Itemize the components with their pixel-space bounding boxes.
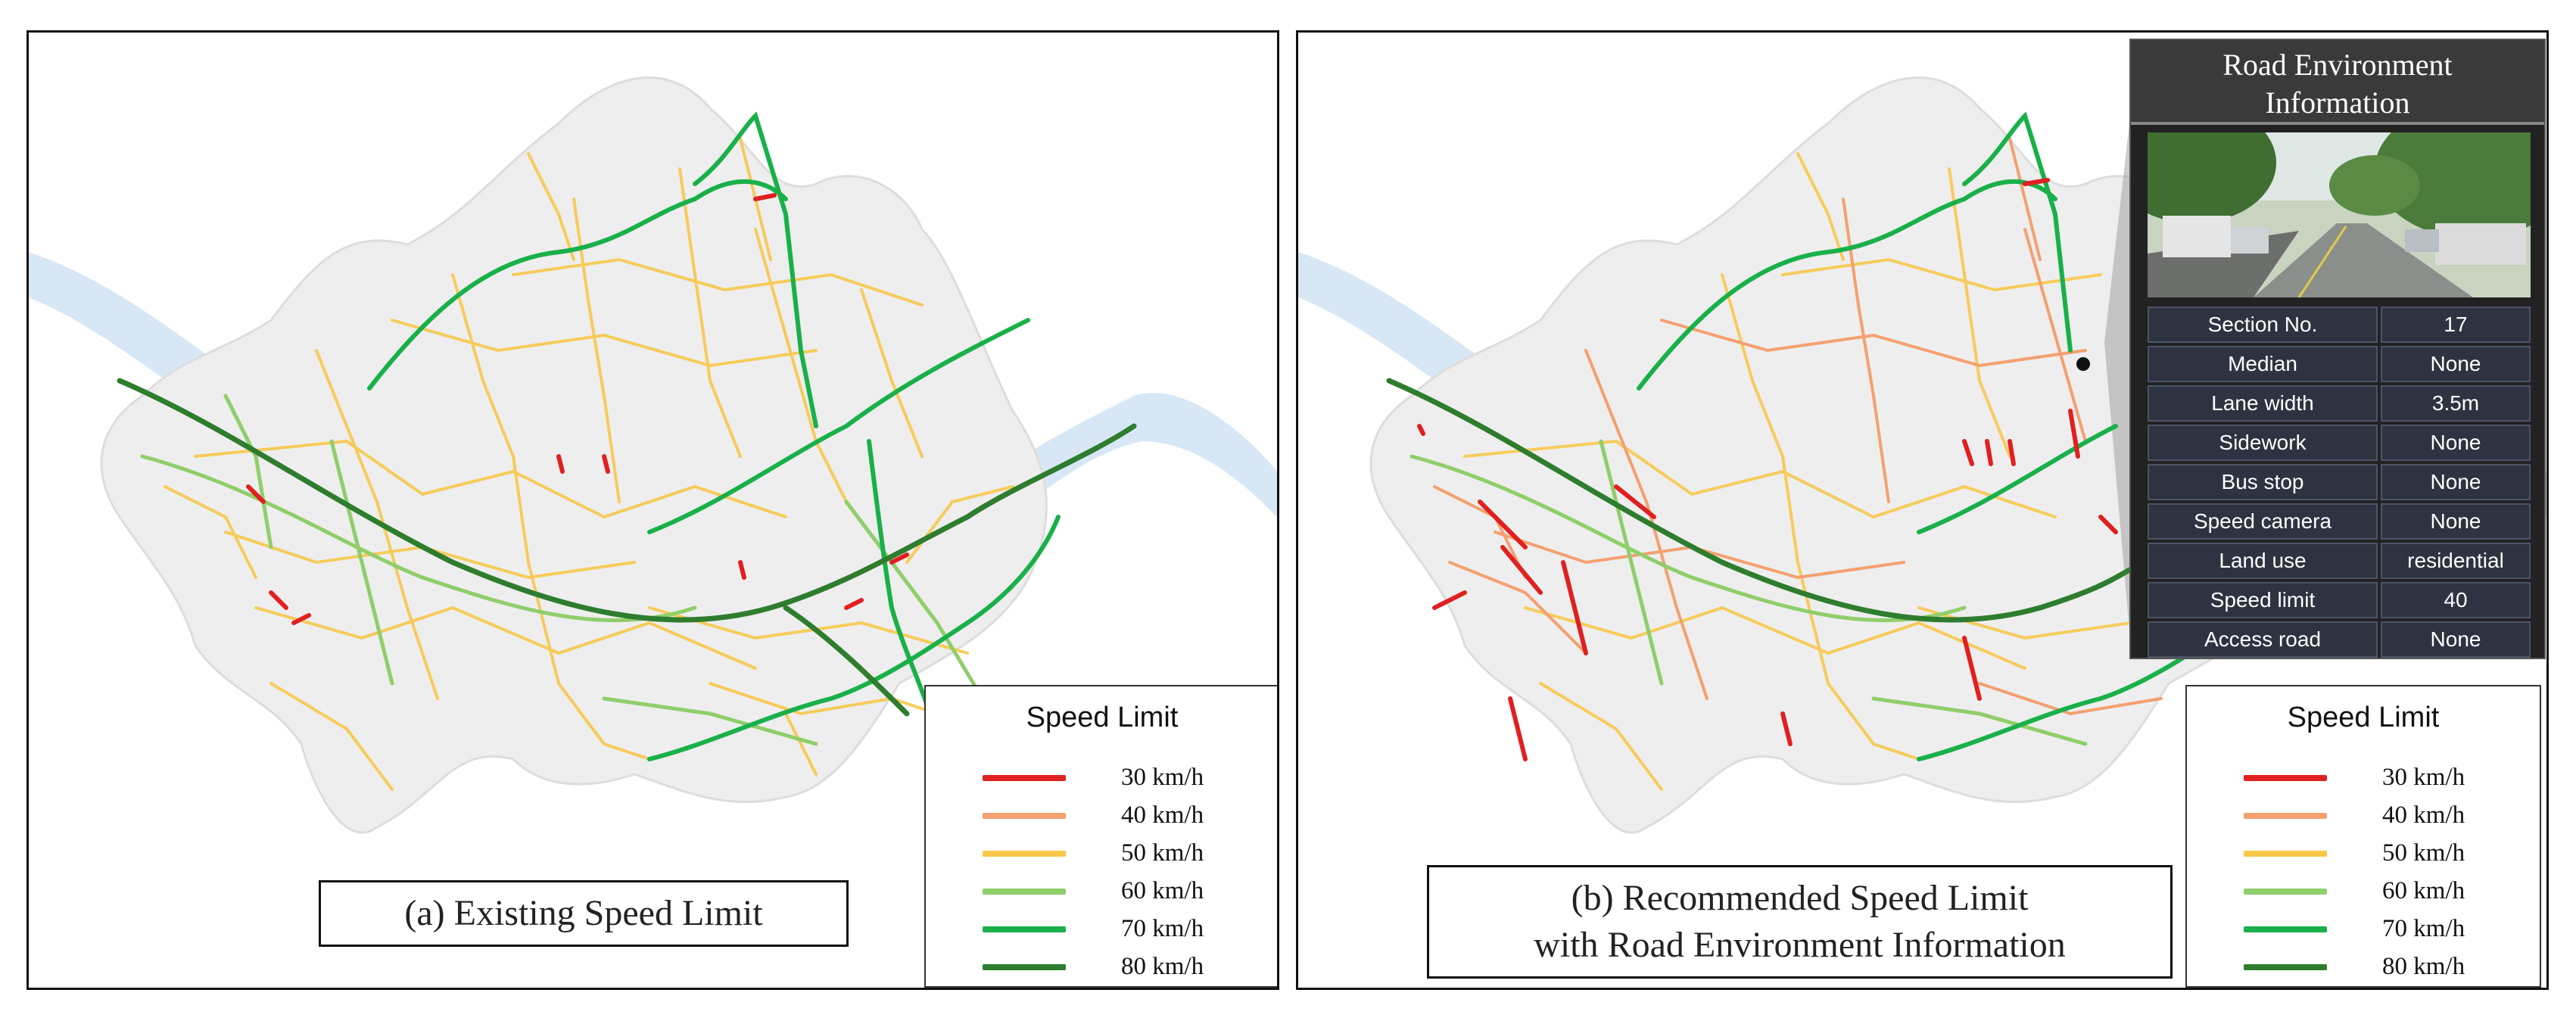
info-val-access-road: None bbox=[2381, 621, 2531, 658]
caption-recommended: (b) Recommended Speed Limit with Road En… bbox=[1427, 865, 2173, 979]
caption-existing: (a) Existing Speed Limit bbox=[319, 880, 849, 947]
info-key-section-no: Section No. bbox=[2148, 307, 2378, 343]
legend-item-50: 50 km/h bbox=[926, 838, 1277, 868]
info-row-bus-stop: Bus stop None bbox=[2148, 464, 2531, 500]
caption-existing-text: (a) Existing Speed Limit bbox=[404, 893, 763, 933]
info-title-line1: Road Environment bbox=[2222, 48, 2453, 82]
legend-item-30: 30 km/h bbox=[926, 762, 1277, 792]
legend-swatch-30 bbox=[983, 775, 1066, 781]
info-title-line2: Information bbox=[2265, 86, 2410, 120]
legend-label-30: 30 km/h bbox=[2382, 764, 2465, 791]
legend-label-40: 40 km/h bbox=[2382, 801, 2465, 829]
legend-recommended: Speed Limit 30 km/h 40 km/h 50 km/h 60 k… bbox=[2185, 685, 2541, 988]
seoul-land bbox=[100, 76, 1048, 834]
legend-label-60: 60 km/h bbox=[1121, 877, 1204, 904]
legend-item-70: 70 km/h bbox=[2187, 914, 2540, 944]
info-val-sidework: None bbox=[2381, 425, 2531, 461]
info-val-speed-limit: 40 bbox=[2381, 582, 2531, 618]
road-photo bbox=[2148, 132, 2531, 297]
road-network-recommended bbox=[1386, 111, 2239, 791]
road-network-existing bbox=[117, 111, 1137, 791]
info-key-sidework: Sidework bbox=[2148, 425, 2378, 461]
legend-item-60: 60 km/h bbox=[926, 876, 1277, 906]
info-val-land-use: residential bbox=[2381, 543, 2531, 579]
info-row-speed-limit: Speed limit 40 bbox=[2148, 582, 2531, 618]
legend-label-80: 80 km/h bbox=[2382, 953, 2465, 980]
road-environment-info-box: Road Environment Information Section No.… bbox=[2129, 39, 2546, 659]
info-row-median: Median None bbox=[2148, 346, 2531, 382]
legend-label-30: 30 km/h bbox=[1121, 764, 1204, 791]
legend-item-30: 30 km/h bbox=[2187, 762, 2540, 792]
info-box-title: Road Environment Information bbox=[2131, 40, 2544, 125]
legend-swatch-30 bbox=[2244, 775, 2327, 781]
legend-swatch-40 bbox=[983, 813, 1066, 819]
legend-title: Speed Limit bbox=[2287, 702, 2440, 733]
map-panel-recommended: Road Environment Information Section No.… bbox=[1296, 30, 2549, 990]
callout-pointer bbox=[2104, 123, 2129, 630]
info-row-land-use: Land use residential bbox=[2148, 543, 2531, 579]
legend-item-40: 40 km/h bbox=[926, 800, 1277, 830]
legend-swatch-70 bbox=[2244, 926, 2327, 932]
legend-title: Speed Limit bbox=[1026, 702, 1179, 733]
legend-label-40: 40 km/h bbox=[1121, 801, 1204, 829]
info-val-lane-width: 3.5m bbox=[2381, 385, 2531, 422]
legend-item-80: 80 km/h bbox=[926, 951, 1277, 982]
map-panel-existing: (a) Existing Speed Limit Speed Limit 30 … bbox=[26, 30, 1279, 990]
legend-swatch-50 bbox=[2244, 851, 2327, 857]
info-key-bus-stop: Bus stop bbox=[2148, 464, 2378, 500]
info-key-speed-camera: Speed camera bbox=[2148, 503, 2378, 540]
info-key-lane-width: Lane width bbox=[2148, 385, 2378, 422]
legend-item-40: 40 km/h bbox=[2187, 800, 2540, 830]
info-key-median: Median bbox=[2148, 346, 2378, 382]
legend-item-80: 80 km/h bbox=[2187, 951, 2540, 982]
info-key-speed-limit: Speed limit bbox=[2148, 582, 2378, 618]
info-val-median: None bbox=[2381, 346, 2531, 382]
info-row-lane-width: Lane width 3.5m bbox=[2148, 385, 2531, 422]
legend-swatch-70 bbox=[983, 926, 1066, 932]
info-row-sidework: Sidework None bbox=[2148, 425, 2531, 461]
info-val-speed-camera: None bbox=[2381, 503, 2531, 540]
legend-swatch-60 bbox=[983, 889, 1066, 895]
legend-swatch-80 bbox=[983, 964, 1066, 970]
legend-swatch-50 bbox=[983, 851, 1066, 857]
info-key-access-road: Access road bbox=[2148, 621, 2378, 658]
legend-label-50: 50 km/h bbox=[1121, 839, 1204, 867]
legend-label-60: 60 km/h bbox=[2382, 877, 2465, 904]
info-row-speed-camera: Speed camera None bbox=[2148, 503, 2531, 540]
caption-recommended-line1: (b) Recommended Speed Limit bbox=[1571, 878, 2029, 918]
info-key-land-use: Land use bbox=[2148, 543, 2378, 579]
info-val-bus-stop: None bbox=[2381, 464, 2531, 500]
legend-item-60: 60 km/h bbox=[2187, 876, 2540, 906]
legend-label-70: 70 km/h bbox=[2382, 915, 2465, 942]
legend-label-80: 80 km/h bbox=[1121, 953, 1204, 980]
caption-recommended-line2: with Road Environment Information bbox=[1534, 925, 2066, 965]
legend-swatch-40 bbox=[2244, 813, 2327, 819]
legend-label-70: 70 km/h bbox=[1121, 915, 1204, 942]
legend-existing: Speed Limit 30 km/h 40 km/h 50 km/h 60 k… bbox=[924, 685, 1277, 988]
legend-swatch-80 bbox=[2244, 964, 2327, 970]
location-pin bbox=[2076, 357, 2090, 371]
legend-label-50: 50 km/h bbox=[2382, 839, 2465, 867]
info-table: Section No. 17 Median None Lane width 3.… bbox=[2148, 307, 2531, 661]
info-row-access-road: Access road None bbox=[2148, 621, 2531, 658]
legend-swatch-60 bbox=[2244, 889, 2327, 895]
map-existing-speed-limit bbox=[29, 76, 1277, 834]
info-row-section-no: Section No. 17 bbox=[2148, 307, 2531, 343]
legend-item-70: 70 km/h bbox=[926, 914, 1277, 944]
info-val-section-no: 17 bbox=[2381, 307, 2531, 343]
legend-item-50: 50 km/h bbox=[2187, 838, 2540, 868]
